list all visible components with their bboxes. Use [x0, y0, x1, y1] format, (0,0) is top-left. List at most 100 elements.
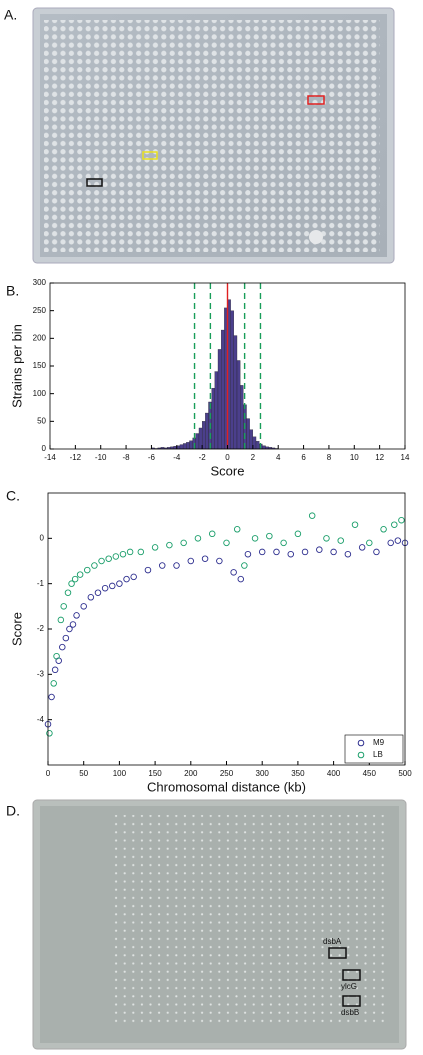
scatter-point	[394, 537, 402, 544]
scatter-point	[380, 526, 387, 533]
scatter-point	[173, 562, 180, 569]
histogram-bar	[182, 443, 187, 450]
scatter-point	[68, 580, 75, 587]
x-tick-label: 350	[291, 769, 305, 778]
x-tick-label: 6	[301, 453, 306, 462]
scatter-point	[123, 575, 130, 583]
scatter-point	[387, 539, 394, 547]
y-tick-label: -1	[37, 579, 45, 588]
y-tick-label: 200	[33, 333, 47, 342]
scatter-point	[137, 548, 145, 556]
y-tick-label: -4	[37, 715, 45, 724]
scatter-point	[112, 553, 120, 560]
x-tick-label: 450	[363, 769, 377, 778]
scatter-point	[144, 566, 152, 574]
scatter-point	[244, 550, 252, 558]
gene-label: ylcG	[341, 982, 357, 991]
histogram-bar	[221, 329, 225, 450]
scatter-point	[294, 530, 302, 538]
histogram-bar	[217, 349, 222, 450]
x-tick-label: -8	[123, 453, 131, 462]
x-tick-label: -14	[44, 453, 56, 462]
y-tick-label: 50	[37, 416, 46, 425]
scatter-point	[337, 537, 344, 544]
x-tick-label: -4	[173, 453, 181, 462]
legend-box	[344, 734, 404, 764]
x-tick-label: -6	[148, 453, 156, 462]
histogram-bar	[179, 444, 184, 450]
legend-marker	[357, 751, 365, 759]
y-tick-label: 0	[42, 444, 47, 453]
x-tick-label: 0	[225, 453, 230, 462]
plot-frame	[49, 282, 406, 450]
histogram-bar	[186, 442, 190, 450]
scatter-point	[116, 580, 123, 587]
x-tick-label: 4	[276, 453, 281, 462]
scatter-point	[71, 575, 79, 583]
scatter-point	[66, 625, 73, 633]
x-tick-label: 0	[46, 769, 51, 778]
scatter-point	[216, 557, 223, 565]
scatter-point	[101, 584, 109, 592]
scatter-point	[126, 548, 134, 556]
x-tick-label: -12	[70, 453, 82, 462]
scatter-point	[105, 555, 112, 562]
plate-photo	[32, 799, 407, 1050]
scatter-point	[258, 548, 266, 556]
scatter-point	[46, 730, 53, 737]
scatter-point	[62, 634, 70, 642]
scatter-point	[323, 535, 330, 542]
scatter-point	[64, 589, 72, 596]
scatter-point	[109, 582, 116, 590]
legend-label: M9	[373, 738, 385, 747]
x-tick-label: 500	[398, 769, 412, 778]
panel-label: B.	[6, 283, 19, 299]
y-tick-label: -2	[37, 624, 45, 633]
histogram-bar	[233, 335, 238, 450]
panel-label: D.	[6, 803, 20, 819]
x-tick-label: -10	[95, 453, 107, 462]
scatter-point	[50, 680, 57, 687]
scatter-point	[316, 546, 323, 553]
histogram-bar	[189, 440, 193, 450]
scatter-point	[201, 555, 209, 562]
scatter-point	[398, 516, 405, 524]
scatter-point	[130, 573, 137, 581]
scatter-point	[151, 544, 159, 551]
plate-photo	[32, 7, 395, 264]
scatter-point	[287, 550, 295, 558]
gene-label: dsbB	[341, 1008, 359, 1017]
y-tick-label: -3	[37, 669, 45, 678]
histogram-bar	[236, 360, 241, 450]
scatter-point	[280, 539, 287, 547]
scatter-point	[251, 535, 259, 542]
scatter-point	[223, 539, 230, 547]
histogram-bar	[195, 433, 200, 450]
scatter-point	[69, 621, 77, 628]
scatter-point	[330, 548, 337, 556]
scatter-point	[273, 548, 280, 556]
x-axis-label: Score	[211, 463, 245, 478]
legend-label: LB	[373, 750, 383, 759]
scatter-point	[94, 589, 102, 596]
y-tick-label: 150	[33, 361, 47, 370]
histogram-bar	[201, 421, 206, 450]
scatter-point	[266, 532, 273, 540]
x-tick-label: 8	[327, 453, 332, 462]
x-tick-label: 2	[251, 453, 256, 462]
scatter-point	[76, 571, 84, 578]
scatter-point	[241, 562, 248, 569]
scatter-point	[373, 548, 380, 556]
x-axis-label: Chromosomal distance (kb)	[147, 779, 306, 794]
histogram-bar	[255, 441, 260, 450]
scatter-point	[57, 616, 65, 624]
panel-label: C.	[6, 488, 20, 504]
scatter-point	[53, 652, 60, 660]
scatter-point	[180, 539, 187, 547]
scatter-point	[60, 603, 67, 610]
y-tick-label: 300	[33, 278, 47, 287]
scatter-point	[48, 693, 55, 701]
scatter-point	[237, 575, 245, 583]
legend-marker	[357, 739, 365, 747]
